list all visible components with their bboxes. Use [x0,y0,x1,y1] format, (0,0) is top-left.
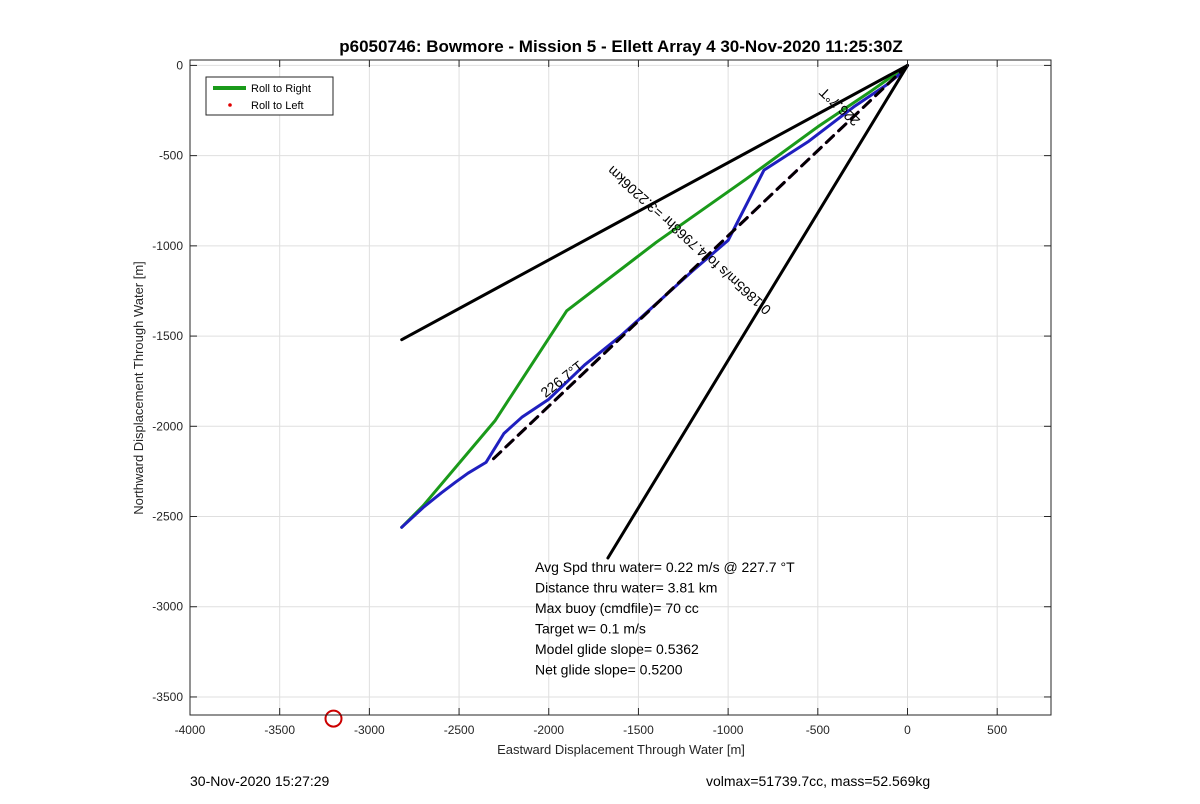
line-annotation: 0.1865m/s for4.7968hr =3.2206km [604,163,774,318]
stats-line: Distance thru water= 3.81 km [535,580,717,596]
x-tick-label: -2000 [533,723,564,737]
legend-box [205,76,334,116]
y-tick-label: -2000 [152,419,183,433]
x-tick-label: 500 [987,723,1007,737]
stats-line: Target w= 0.1 m/s [535,621,646,637]
legend-label: Roll to Left [251,100,304,112]
stats-line: Max buoy (cmdfile)= 70 cc [535,600,699,616]
x-tick-label: -1500 [623,723,654,737]
footer-volmax-mass: volmax=51739.7cc, mass=52.569kg [706,773,931,789]
x-tick-label: -4000 [175,723,206,737]
y-tick-label: -1500 [152,329,183,343]
y-tick-label: -3000 [152,600,183,614]
axis-ticks: -4000 -3500 -3000 -2500 -2000 -1500 -1000 -500 0… [152,58,1051,737]
y-tick-label: -1000 [152,239,183,253]
stats-line: Model glide slope= 0.5362 [535,641,699,657]
legend: Roll to Right Roll to Left [205,76,334,116]
y-tick-label: -2500 [152,510,183,524]
x-tick-label: -500 [806,723,830,737]
y-axis-label: Northward Displacement Through Water [m] [131,261,146,515]
series-group [324,63,909,728]
y-tick-label: 0 [176,58,183,72]
x-tick-label: -3000 [354,723,385,737]
annotations: 226.7°T0.1865m/s for4.7968hr =3.2206km22… [538,84,863,400]
stats-line: Net glide slope= 0.5200 [535,662,683,678]
axes-box [189,59,1052,716]
legend-swatch-dot [228,103,232,107]
chart-title: p6050746: Bowmore - Mission 5 - Ellett A… [339,37,902,56]
x-tick-label: -1000 [713,723,744,737]
grid-lines [189,60,1051,715]
x-tick-label: -2500 [444,723,475,737]
series-line-2 [400,63,909,529]
footer-timestamp: 30-Nov-2020 15:27:29 [190,773,330,789]
series-line-4 [488,63,909,464]
legend-label: Roll to Right [251,83,311,95]
x-tick-label: 0 [904,723,911,737]
stats-line: Avg Spd thru water= 0.22 m/s @ 227.7 °T [535,559,795,575]
x-tick-label: -3500 [264,723,295,737]
position-marker [324,709,343,728]
series-line-1 [400,63,909,529]
y-tick-label: -500 [159,149,183,163]
stats-text-block: Avg Spd thru water= 0.22 m/s @ 227.7 °T D… [535,559,795,678]
x-axis-label: Eastward Displacement Through Water [m] [497,742,745,757]
y-tick-label: -3500 [152,690,183,704]
